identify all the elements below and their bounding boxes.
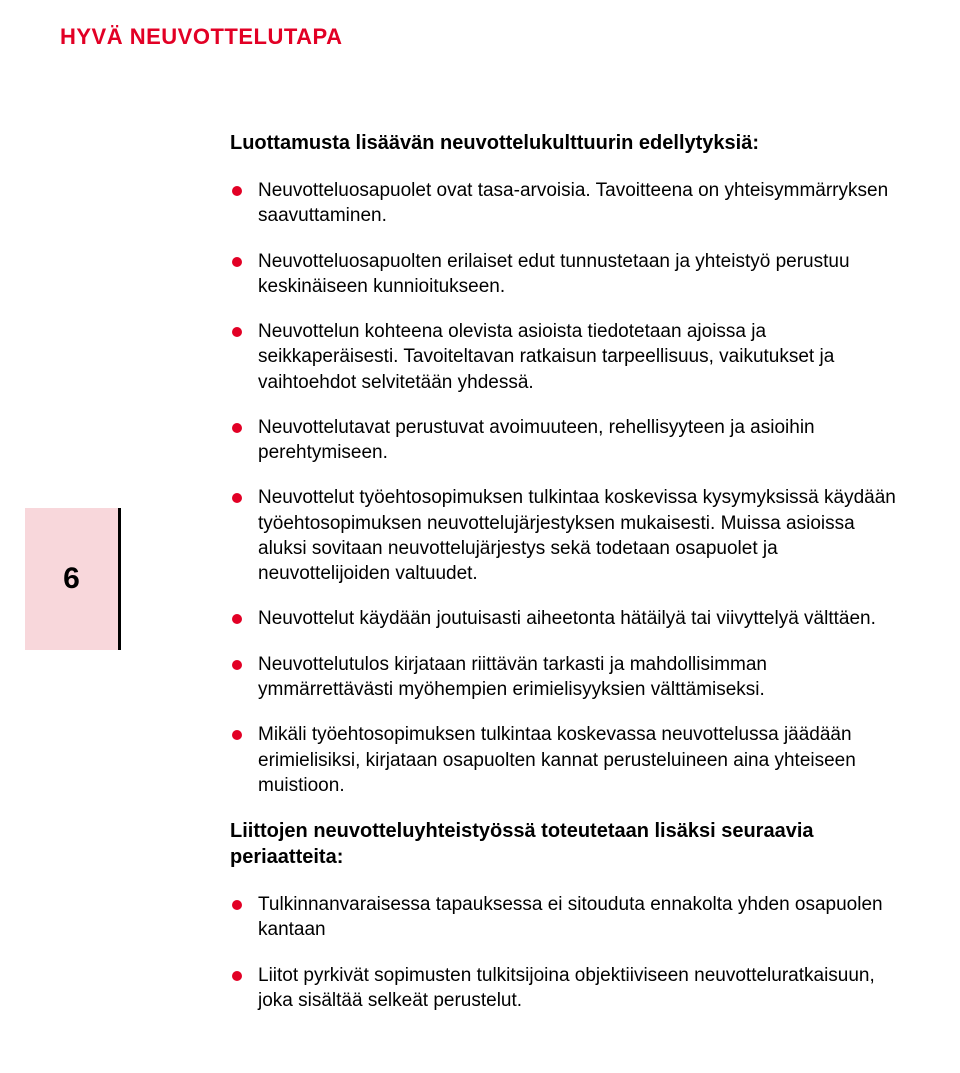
list-item: Neuvotteluosapuolten erilaiset edut tunn…	[230, 249, 900, 300]
page-title: HYVÄ NEUVOTTELUTAPA	[60, 24, 900, 50]
bullet-list-2: Tulkinnanvaraisessa tapauksessa ei sitou…	[230, 892, 900, 1013]
list-item: Neuvottelun kohteena olevista asioista t…	[230, 319, 900, 395]
list-item: Mikäli työehtosopimuksen tulkintaa koske…	[230, 722, 900, 798]
subheading-2: Liittojen neuvotteluyhteistyössä toteute…	[230, 818, 900, 870]
list-item: Neuvottelut työehtosopimuksen tulkintaa …	[230, 485, 900, 586]
bullet-list-1: Neuvotteluosapuolet ovat tasa-arvoisia. …	[230, 178, 900, 798]
content-area: Luottamusta lisäävän neuvottelukulttuuri…	[230, 130, 900, 1013]
list-item: Neuvottelut käydään joutuisasti aiheeton…	[230, 606, 900, 631]
document-page: HYVÄ NEUVOTTELUTAPA 6 Luottamusta lisääv…	[0, 0, 960, 1073]
list-item: Liitot pyrkivät sopimusten tulkitsijoina…	[230, 963, 900, 1014]
page-number: 6	[63, 562, 80, 596]
list-item: Neuvotteluosapuolet ovat tasa-arvoisia. …	[230, 178, 900, 229]
subheading-1: Luottamusta lisäävän neuvottelukulttuuri…	[230, 130, 900, 156]
list-item: Tulkinnanvaraisessa tapauksessa ei sitou…	[230, 892, 900, 943]
list-item: Neuvottelutulos kirjataan riittävän tark…	[230, 652, 900, 703]
list-item: Neuvottelutavat perustuvat avoimuuteen, …	[230, 415, 900, 466]
page-number-tab: 6	[25, 508, 121, 650]
